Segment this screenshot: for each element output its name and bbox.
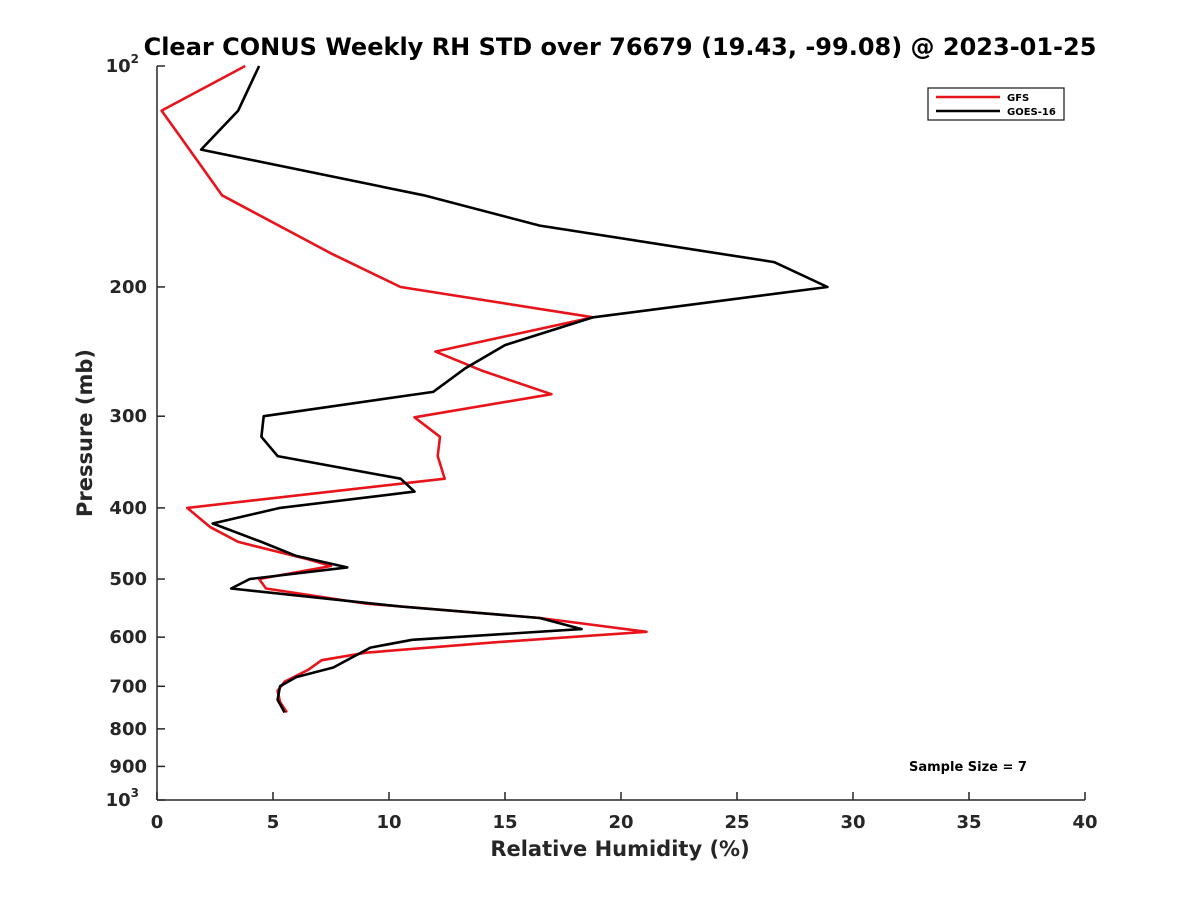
y-tick-label: 600 [109,627,147,648]
x-tick-label: 40 [1072,812,1097,833]
y-tick-label: 102 [106,52,139,77]
legend-label-goes-16: GOES-16 [1007,107,1056,118]
y-tick-exponent: 2 [131,52,139,66]
x-tick-label: 10 [376,812,401,833]
legend-box [927,87,1065,121]
x-tick-label: 25 [724,812,749,833]
y-tick-label: 500 [109,569,147,590]
x-axis-ticks: 0 5 10 15 20 25 30 35 40 [151,792,1098,833]
legend: GFS GOES-16 [927,87,1065,121]
x-tick-label: 30 [840,812,865,833]
y-axis-ticks: 102 200 300 400 500 600 700 800 900 103 [106,52,165,811]
x-tick-label: 35 [956,812,981,833]
x-tick-label: 15 [492,812,517,833]
x-tick-label: 0 [151,812,164,833]
y-axis-label: Pressure (mb) [73,349,97,517]
y-tick-label: 103 [106,786,139,811]
y-tick-label: 200 [109,277,147,298]
x-axis-label: Relative Humidity (%) [490,837,749,861]
legend-label-gfs: GFS [1007,93,1029,104]
y-tick-label: 300 [109,406,147,427]
y-tick-label: 900 [109,756,147,777]
x-tick-label: 5 [267,812,280,833]
y-tick-exponent: 3 [131,786,139,800]
series-line-gfs [160,64,648,714]
y-tick-label: 400 [109,498,147,519]
chart-title: Clear CONUS Weekly RH STD over 76679 (19… [144,33,1097,61]
series-line-goes-16 [199,65,829,714]
x-tick-label: 20 [608,812,633,833]
sample-size-annotation: Sample Size = 7 [909,760,1027,775]
y-tick-label: 700 [109,676,147,697]
plot-area [156,64,1085,801]
y-tick-label: 800 [109,719,147,740]
